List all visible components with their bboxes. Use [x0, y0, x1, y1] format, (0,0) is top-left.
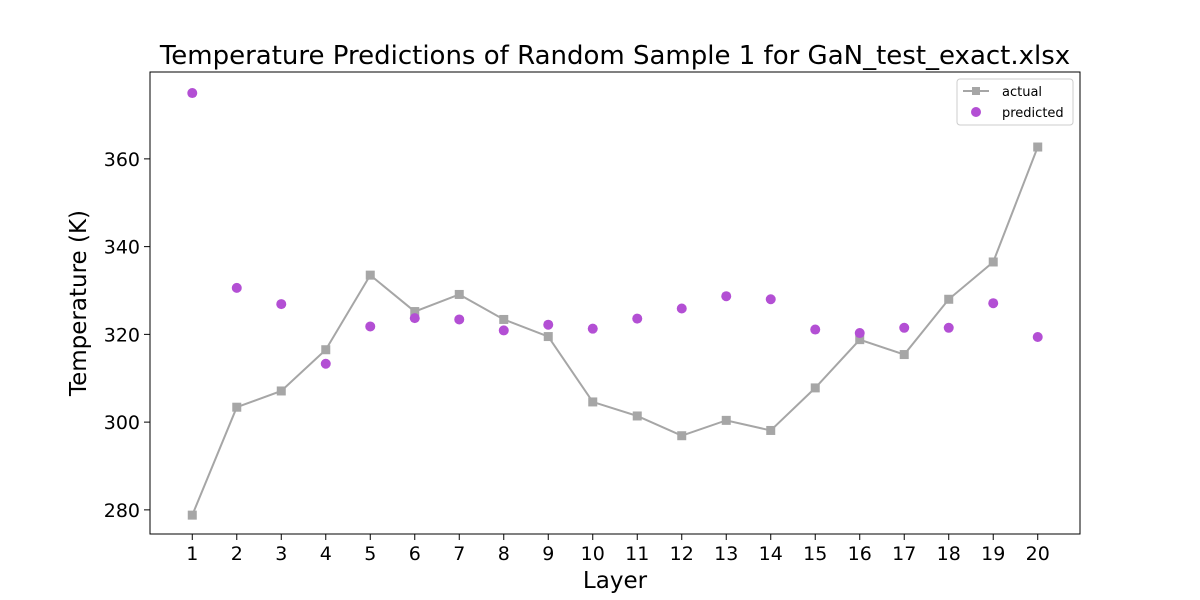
actual-point	[766, 425, 776, 435]
legend-predicted-label: predicted	[1002, 106, 1064, 121]
x-tick-label: 8	[498, 543, 510, 565]
actual-point	[454, 289, 464, 299]
x-tick-label: 1	[186, 543, 198, 565]
legend: actual predicted	[956, 78, 1074, 126]
x-tick-label: 14	[759, 543, 783, 565]
y-tick-label: 300	[104, 412, 140, 434]
predicted-point	[1032, 332, 1043, 343]
x-tick-label: 6	[409, 543, 421, 565]
y-tick-label: 340	[104, 237, 140, 259]
predicted-point	[454, 314, 465, 325]
actual-point	[276, 386, 286, 396]
x-tick-label: 13	[714, 543, 738, 565]
actual-point	[365, 270, 375, 280]
x-tick-label: 4	[320, 543, 332, 565]
actual-line	[191, 146, 1039, 516]
actual-point	[321, 345, 331, 355]
predicted-point	[721, 291, 732, 302]
predicted-point	[587, 323, 598, 334]
legend-predicted-marker	[971, 107, 981, 117]
x-tick-label: 7	[453, 543, 465, 565]
actual-point	[677, 431, 687, 441]
predicted-point	[498, 325, 509, 336]
actual-point	[499, 314, 509, 324]
x-tick-label: 5	[364, 543, 376, 565]
predicted-point	[231, 282, 242, 293]
x-axis: 1 2 3 4 5 6 7 8 9 10 11 12 13 14 15 16 17 18 19 20	[186, 534, 1050, 565]
y-axis-label: Temperature (K)	[66, 210, 92, 397]
legend-actual-label: actual	[1002, 85, 1042, 100]
actual-point	[632, 411, 642, 421]
actual-point	[232, 402, 242, 412]
actual-point	[944, 294, 954, 304]
x-tick-label: 12	[670, 543, 694, 565]
actual-point	[899, 350, 909, 360]
predicted-point	[187, 88, 198, 99]
actual-point	[1033, 142, 1043, 152]
predicted-point	[943, 322, 954, 333]
y-tick-label: 360	[104, 149, 140, 171]
actual-point	[810, 383, 820, 393]
predicted-point	[320, 358, 331, 369]
x-tick-label: 19	[981, 543, 1005, 565]
x-tick-label: 9	[542, 543, 554, 565]
predicted-point	[988, 298, 999, 309]
chart-title: Temperature Predictions of Random Sample…	[159, 41, 1070, 71]
predicted-point	[765, 294, 776, 305]
x-tick-label: 11	[625, 543, 649, 565]
x-tick-label: 17	[892, 543, 916, 565]
actual-point	[543, 332, 553, 342]
y-tick-label: 280	[104, 500, 140, 522]
actual-point	[988, 257, 998, 267]
predicted-point	[543, 319, 554, 330]
x-tick-label: 3	[275, 543, 287, 565]
series-predicted	[187, 88, 1043, 369]
x-tick-label: 10	[581, 543, 605, 565]
predicted-point	[632, 313, 643, 324]
actual-point	[588, 397, 598, 407]
x-tick-label: 18	[937, 543, 961, 565]
predicted-point	[810, 324, 821, 335]
x-tick-label: 20	[1026, 543, 1050, 565]
y-tick-label: 320	[104, 324, 140, 346]
actual-point	[855, 335, 865, 345]
predicted-point	[676, 303, 687, 314]
predicted-point	[365, 321, 376, 332]
x-axis-label: Layer	[583, 568, 648, 594]
legend-actual-marker	[972, 87, 980, 95]
actual-point	[187, 510, 197, 520]
predicted-point	[899, 322, 910, 333]
plot-area	[149, 71, 1081, 535]
actual-point	[721, 415, 731, 425]
x-tick-label: 16	[848, 543, 872, 565]
actual-point	[410, 307, 420, 317]
predicted-point	[409, 313, 420, 324]
predicted-point	[854, 328, 865, 339]
y-axis: 280 300 320 340 360	[104, 149, 150, 522]
x-tick-label: 15	[803, 543, 827, 565]
predicted-point	[276, 299, 287, 310]
x-tick-label: 2	[231, 543, 243, 565]
series-actual	[187, 142, 1043, 520]
